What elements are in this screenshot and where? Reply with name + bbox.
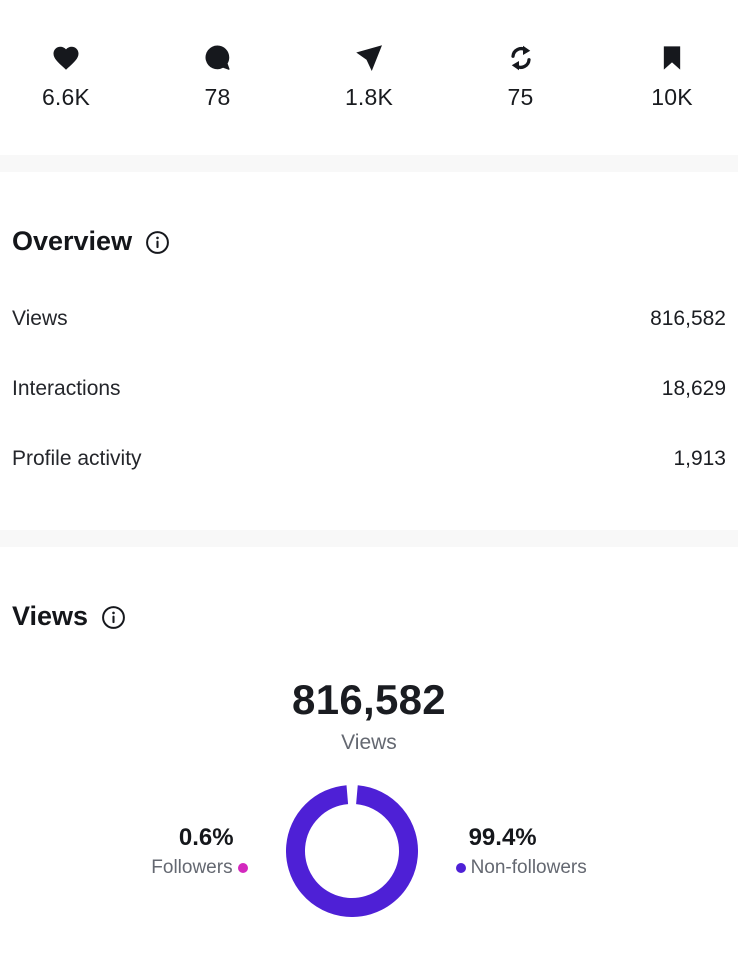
- views-section: Views 816,582 Views 0.6% Followers 99.4%: [0, 547, 738, 962]
- followers-percent: 0.6%: [178, 823, 234, 851]
- comment-icon: [203, 42, 233, 74]
- non-followers-label: Non-followers: [470, 856, 587, 878]
- reposts-count: 75: [507, 84, 534, 110]
- metric-row-interactions[interactable]: Interactions 18,629: [12, 377, 726, 401]
- likes-count: 6.6K: [41, 84, 91, 110]
- metric-label: Views: [12, 307, 68, 330]
- likes-stat[interactable]: 6.6K: [26, 42, 106, 155]
- overview-heading: Overview: [12, 226, 726, 257]
- views-donut-chart: 0.6% Followers 99.4% Non-followers: [0, 785, 738, 917]
- metric-value: 1,913: [673, 447, 726, 470]
- engagement-bar: 6.6K 78 1.8K 75: [0, 0, 738, 155]
- section-divider: [0, 530, 738, 547]
- followers-label: Followers: [151, 856, 233, 878]
- comments-stat[interactable]: 78: [178, 42, 258, 155]
- views-title: Views: [12, 601, 89, 631]
- legend-followers: 0.6% Followers: [151, 823, 248, 879]
- metric-row-profile-activity[interactable]: Profile activity 1,913: [12, 447, 726, 471]
- followers-dot-icon: [237, 862, 248, 873]
- views-total: 816,582: [292, 676, 446, 723]
- metric-label: Profile activity: [12, 447, 142, 470]
- section-divider: [0, 155, 738, 172]
- legend-non-followers: 99.4% Non-followers: [455, 823, 587, 879]
- saves-stat[interactable]: 10K: [632, 42, 712, 155]
- overview-section: Overview Views 816,582 Interactions 18,6…: [0, 172, 738, 530]
- info-icon[interactable]: [101, 605, 126, 630]
- overview-title: Overview: [12, 226, 133, 256]
- donut-chart: [285, 785, 418, 917]
- comments-count: 78: [204, 84, 231, 110]
- metric-row-views[interactable]: Views 816,582: [12, 307, 726, 331]
- metric-value: 18,629: [661, 377, 726, 400]
- metric-value: 816,582: [650, 307, 726, 330]
- bookmark-icon: [658, 42, 686, 74]
- saves-count: 10K: [651, 84, 693, 110]
- views-heading: Views: [0, 601, 738, 632]
- donut-nonfollowers-arc: [285, 785, 418, 917]
- views-total-label: Views: [341, 731, 397, 754]
- repost-icon: [506, 42, 536, 74]
- metric-label: Interactions: [12, 377, 121, 400]
- share-icon: [354, 42, 384, 74]
- shares-count: 1.8K: [344, 84, 394, 110]
- shares-stat[interactable]: 1.8K: [329, 42, 409, 155]
- overview-metrics: Views 816,582 Interactions 18,629 Profil…: [12, 307, 726, 471]
- heart-icon: [51, 42, 81, 74]
- info-icon[interactable]: [145, 230, 170, 255]
- reposts-stat[interactable]: 75: [481, 42, 561, 155]
- non-followers-percent: 99.4%: [468, 823, 537, 851]
- non-followers-dot-icon: [455, 862, 466, 873]
